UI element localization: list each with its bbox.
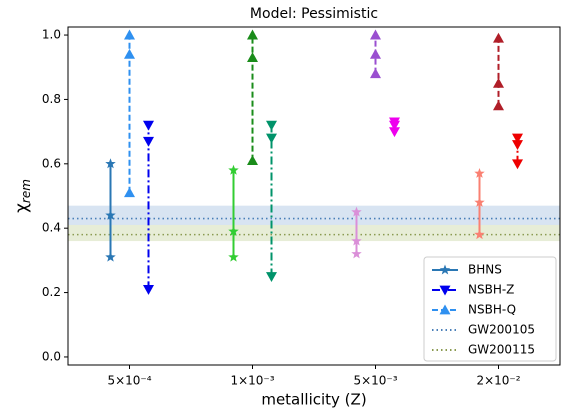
chart-title: Model: Pessimistic <box>250 6 378 22</box>
marker <box>474 196 485 207</box>
marker <box>228 251 239 262</box>
legend-label: NSBH-Z <box>468 283 514 297</box>
marker <box>474 167 485 178</box>
plot-frame <box>67 26 561 366</box>
legend: BHNS NSBH-Z NSBH-Q GW200105 GW200115 <box>423 256 557 362</box>
y-label-subscript: rem <box>19 179 33 203</box>
marker <box>143 120 154 131</box>
marker <box>512 140 523 150</box>
legend-box <box>423 256 557 362</box>
y-tick-label: 1.0 <box>42 28 61 42</box>
marker <box>266 272 277 282</box>
marker <box>143 284 154 295</box>
y-tick-label: 0.0 <box>42 349 61 363</box>
marker <box>474 229 485 240</box>
x-tick-label: 1×10⁻³ <box>230 374 274 388</box>
marker <box>493 100 504 111</box>
y-label-symbol: χ <box>12 203 32 213</box>
legend-marker <box>439 285 451 296</box>
marker <box>370 68 381 79</box>
marker <box>351 235 362 246</box>
marker <box>105 251 116 262</box>
x-tick-label: 2×10⁻² <box>476 374 520 388</box>
marker <box>228 164 239 175</box>
marker <box>351 206 362 217</box>
marker <box>105 158 116 169</box>
marker <box>512 159 523 170</box>
marker <box>512 133 523 144</box>
y-axis-label: χrem <box>12 179 33 213</box>
marker <box>266 120 277 131</box>
marker <box>389 117 400 128</box>
x-axis-label: metallicity (Z) <box>261 391 366 409</box>
marker <box>247 29 258 40</box>
x-tick-label: 5×10⁻³ <box>353 374 397 388</box>
marker <box>389 127 400 138</box>
marker <box>493 32 504 43</box>
marker <box>351 248 362 259</box>
marker <box>247 52 258 62</box>
error-band <box>68 224 560 242</box>
legend-label: BHNS <box>468 263 502 277</box>
legend-label: GW200105 <box>468 323 535 337</box>
y-tick-label: 0.8 <box>42 92 61 106</box>
legend-label: NSBH-Q <box>468 303 516 317</box>
y-tick-label: 0.6 <box>42 156 61 170</box>
marker <box>370 48 381 59</box>
error-band <box>68 205 560 225</box>
legend-label: GW200115 <box>468 343 535 357</box>
y-tick-label: 0.2 <box>42 285 61 299</box>
marker <box>124 187 135 198</box>
marker <box>493 77 504 88</box>
marker <box>266 133 277 144</box>
legend-marker <box>439 304 451 315</box>
marker <box>143 136 154 147</box>
marker <box>370 29 381 40</box>
marker <box>247 155 258 165</box>
legend-marker <box>439 264 451 275</box>
marker <box>105 209 116 220</box>
marker <box>124 29 135 40</box>
y-tick-label: 0.4 <box>42 221 61 235</box>
x-tick-label: 5×10⁻⁴ <box>107 374 151 388</box>
marker <box>228 225 239 236</box>
marker <box>124 48 135 59</box>
